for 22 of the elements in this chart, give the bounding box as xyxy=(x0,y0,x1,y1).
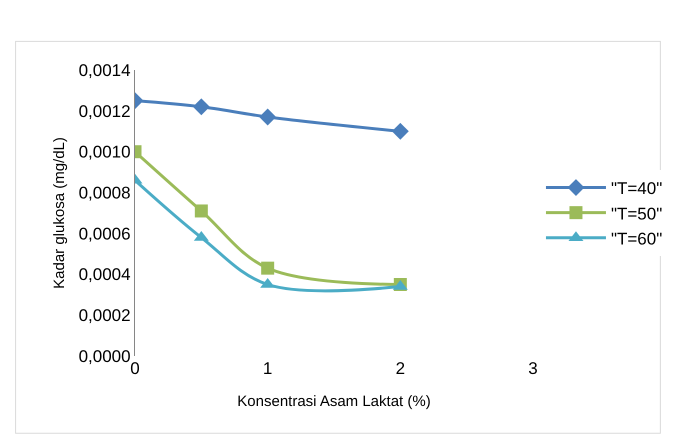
point xyxy=(259,108,276,126)
x-tick-label: 0 xyxy=(130,359,140,378)
x-tick-label: 1 xyxy=(262,359,272,378)
y-tick-label: 0,0008 xyxy=(78,184,131,203)
y-tick-label: 0,0004 xyxy=(78,265,131,284)
y-tick-label: 0,0006 xyxy=(78,224,131,244)
point xyxy=(392,122,409,140)
y-axis-title: Kadar glukosa (mg/dL) xyxy=(50,137,68,289)
x-tick-label: 2 xyxy=(396,359,406,378)
point xyxy=(261,262,274,275)
y-tick-label: 0,0012 xyxy=(78,102,131,121)
legend-label: "T=60" xyxy=(610,229,662,248)
y-tick-label: 0,0002 xyxy=(78,306,131,326)
point xyxy=(194,204,208,218)
point xyxy=(192,98,210,116)
x-axis-title: Konsentrasi Asam Laktat (%) xyxy=(237,393,431,410)
legend-label: "T=40" xyxy=(610,179,662,198)
legend-label: "T=50" xyxy=(610,204,662,224)
y-tick-label: 0,0000 xyxy=(78,346,131,366)
y-tick-label: 0,0010 xyxy=(78,142,131,162)
x-tick-label: 3 xyxy=(528,359,538,378)
y-tick-label: 0,0014 xyxy=(78,60,131,80)
